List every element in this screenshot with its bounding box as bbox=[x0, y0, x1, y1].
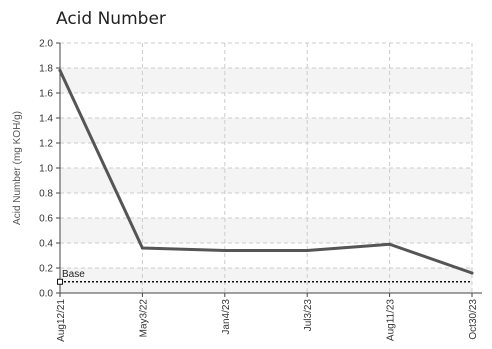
y-tick-label: 1.8 bbox=[39, 64, 53, 75]
background-bands bbox=[60, 43, 472, 293]
grid-lines bbox=[59, 42, 473, 293]
background-band bbox=[60, 268, 472, 293]
data-point bbox=[470, 271, 474, 275]
baseline-marker bbox=[57, 278, 63, 285]
data-series bbox=[58, 69, 474, 275]
y-tick-label: 2.0 bbox=[39, 39, 53, 50]
chart-title: Acid Number bbox=[56, 9, 166, 29]
background-band bbox=[60, 43, 472, 68]
data-point bbox=[140, 246, 144, 250]
background-band bbox=[60, 118, 472, 143]
background-band bbox=[60, 68, 472, 93]
axes bbox=[56, 42, 482, 297]
y-tick-label: 1.6 bbox=[39, 89, 53, 100]
data-point bbox=[223, 249, 227, 252]
x-tick-label: Aug12/21 bbox=[56, 299, 67, 342]
series-line bbox=[58, 69, 474, 275]
baseline-label: Base bbox=[62, 269, 85, 280]
x-tick-label: May3/22 bbox=[138, 299, 149, 338]
y-tick-label: 0.6 bbox=[39, 214, 53, 225]
y-tick-label: 1.2 bbox=[39, 139, 53, 150]
y-tick-labels: 0.0 0.2 0.4 0.6 0.8 1.0 1.2 1.4 1.6 1.8 2.0 bbox=[39, 39, 53, 300]
background-band bbox=[60, 243, 472, 268]
y-tick-label: 0.4 bbox=[39, 239, 53, 250]
x-tick-label: Oct30/23 bbox=[468, 299, 479, 340]
y-tick-label: 0.2 bbox=[39, 264, 53, 275]
y-axis-label: Acid Number (mg KOH/g) bbox=[12, 111, 23, 225]
y-tick-label: 1.0 bbox=[39, 164, 53, 175]
data-point bbox=[58, 69, 62, 72]
x-tick-label: Aug11/23 bbox=[386, 299, 397, 342]
x-tick-labels: Aug12/21 May3/22 Jan4/23 Jul3/23 Aug11/23 Oct… bbox=[56, 299, 479, 342]
background-band bbox=[60, 193, 472, 218]
background-band bbox=[60, 218, 472, 243]
baseline: Base bbox=[57, 269, 472, 285]
data-point bbox=[388, 242, 392, 246]
y-tick-label: 0.0 bbox=[39, 289, 53, 300]
y-tick-label: 0.8 bbox=[39, 189, 53, 200]
background-band bbox=[60, 143, 472, 168]
x-tick-label: Jan4/23 bbox=[221, 299, 232, 335]
background-band bbox=[60, 93, 472, 118]
y-tick-label: 1.4 bbox=[39, 114, 53, 125]
data-point bbox=[305, 249, 309, 252]
x-tick-label: Jul3/23 bbox=[303, 299, 314, 332]
background-band bbox=[60, 168, 472, 193]
